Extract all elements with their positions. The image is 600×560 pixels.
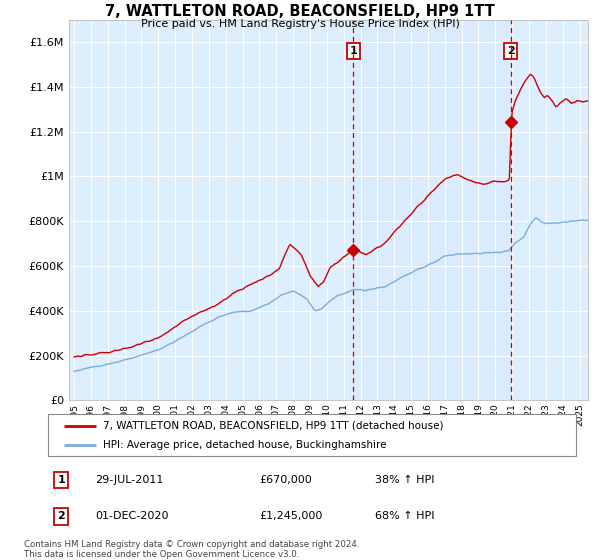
- Bar: [353, 20, 511, 400]
- Text: 01-DEC-2020: 01-DEC-2020: [95, 511, 169, 521]
- Text: 2: 2: [58, 511, 65, 521]
- Text: 1: 1: [58, 475, 65, 485]
- Text: 2: 2: [507, 46, 515, 56]
- Text: 38% ↑ HPI: 38% ↑ HPI: [376, 475, 435, 485]
- Text: 29-JUL-2011: 29-JUL-2011: [95, 475, 164, 485]
- Text: 7, WATTLETON ROAD, BEACONSFIELD, HP9 1TT (detached house): 7, WATTLETON ROAD, BEACONSFIELD, HP9 1TT…: [103, 421, 444, 431]
- FancyBboxPatch shape: [48, 414, 576, 456]
- Text: 68% ↑ HPI: 68% ↑ HPI: [376, 511, 435, 521]
- Text: Price paid vs. HM Land Registry's House Price Index (HPI): Price paid vs. HM Land Registry's House …: [140, 19, 460, 29]
- Text: 7, WATTLETON ROAD, BEACONSFIELD, HP9 1TT: 7, WATTLETON ROAD, BEACONSFIELD, HP9 1TT: [105, 4, 495, 20]
- Text: Contains HM Land Registry data © Crown copyright and database right 2024.
This d: Contains HM Land Registry data © Crown c…: [24, 540, 359, 559]
- Text: HPI: Average price, detached house, Buckinghamshire: HPI: Average price, detached house, Buck…: [103, 440, 387, 450]
- Text: 1: 1: [350, 46, 358, 56]
- Text: £670,000: £670,000: [259, 475, 312, 485]
- Text: £1,245,000: £1,245,000: [259, 511, 323, 521]
